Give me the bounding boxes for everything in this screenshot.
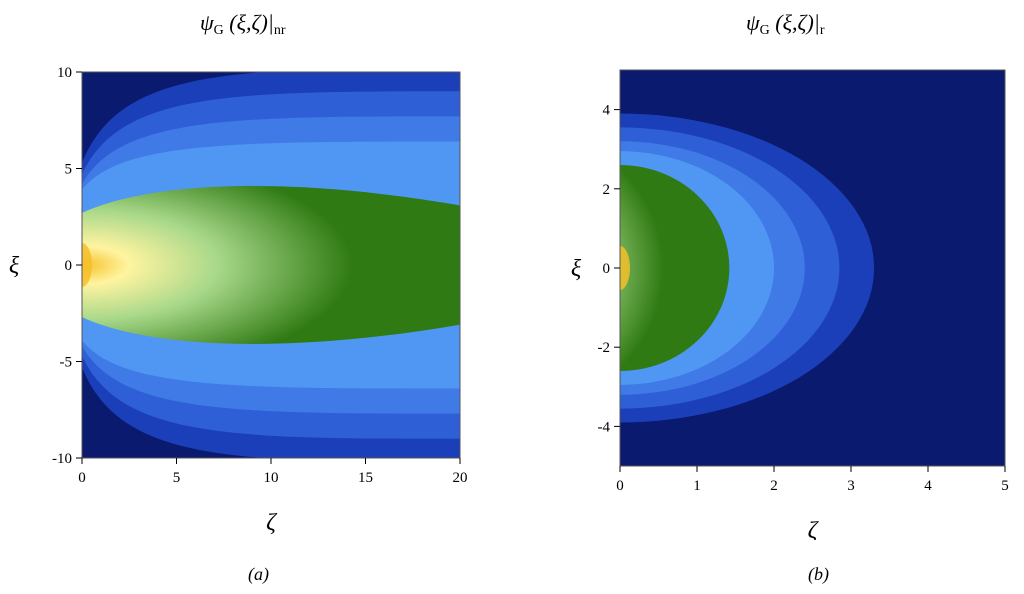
y-tick-label: -10 [52, 451, 72, 467]
y-axis-label: ξ [9, 253, 20, 279]
x-tick-label: 10 [264, 470, 279, 486]
chart-title-b: ψG (ξ,ζ)|r [746, 10, 825, 39]
region-inner [620, 165, 730, 371]
caption-b: (b) [808, 564, 829, 584]
region-inner [82, 186, 460, 344]
title-subscript-2: r [819, 23, 825, 38]
heatmap-plot-b: 0 1 2 3 4 5 -4 -2 0 2 4 ζ ξ [571, 69, 1009, 540]
x-tick-label: 1 [693, 478, 701, 494]
y-tick-label: 4 [603, 103, 611, 119]
chart-panel-b: ψG (ξ,ζ)|r 0 1 2 3 4 5 -4 -2 0 2 4 ζ ξ (b) [512, 0, 1024, 594]
title-subscript: G [213, 23, 224, 38]
x-axis-label: ζ [808, 518, 820, 540]
y-tick-label: 5 [65, 162, 73, 178]
x-tick-label: 15 [358, 470, 373, 486]
title-subscript: G [759, 23, 770, 38]
x-tick-label: 2 [770, 478, 778, 494]
x-axis-label: ζ [266, 510, 278, 536]
y-tick-label: -2 [598, 340, 611, 356]
y-tick-label: 0 [603, 261, 611, 277]
chart-panel-a: ψG (ξ,ζ)|nr 0 5 10 15 20 -10 -5 0 5 10 ζ ξ (a) [9, 10, 468, 584]
x-tick-label: 0 [616, 478, 624, 494]
caption-a: (a) [248, 564, 269, 584]
chart-title-a: ψG (ξ,ζ)|nr [200, 10, 286, 39]
title-symbol: ψ [200, 10, 214, 35]
y-tick-label: 2 [603, 182, 611, 198]
contour-regions [82, 72, 460, 458]
x-tick-label: 3 [847, 478, 855, 494]
heatmap-plot-a: 0 5 10 15 20 -10 -5 0 5 10 ζ ξ [9, 65, 468, 536]
x-tick-label: 20 [453, 470, 468, 486]
title-args: (ξ,ζ)| [223, 10, 274, 35]
y-tick-label: 10 [57, 65, 72, 81]
title-subscript-2: nr [273, 23, 286, 38]
region-peak [82, 243, 92, 287]
x-tick-label: 0 [78, 470, 86, 486]
x-tick-label: 4 [924, 478, 932, 494]
x-tick-label: 5 [1001, 478, 1009, 494]
x-tick-label: 5 [173, 470, 181, 486]
y-tick-label: -4 [598, 419, 611, 435]
title-symbol: ψ [746, 10, 760, 35]
y-tick-label: 0 [65, 258, 73, 274]
contour-regions [620, 70, 1005, 466]
title-args: (ξ,ζ)| [769, 10, 820, 35]
y-tick-label: -5 [60, 355, 73, 371]
y-axis-label: ξ [571, 256, 582, 282]
region-peak [620, 246, 630, 290]
